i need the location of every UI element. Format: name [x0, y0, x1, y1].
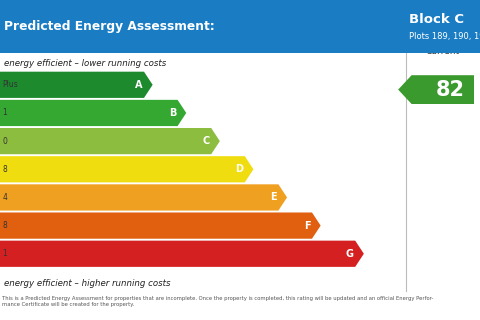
Text: 8: 8 — [2, 165, 7, 174]
Text: 1: 1 — [2, 249, 7, 258]
Text: F: F — [304, 220, 311, 231]
Text: Plus: Plus — [2, 80, 18, 89]
Text: C: C — [203, 136, 210, 146]
Polygon shape — [0, 156, 253, 182]
Text: energy efficient – higher running costs: energy efficient – higher running costs — [4, 279, 170, 288]
Text: E: E — [270, 192, 277, 203]
Text: 1: 1 — [2, 108, 7, 117]
Text: 82: 82 — [435, 80, 465, 100]
Text: A: A — [135, 80, 143, 90]
Text: B: B — [169, 108, 176, 118]
Text: G: G — [346, 249, 354, 259]
Polygon shape — [0, 212, 321, 239]
Text: Predicted Energy Assessment:: Predicted Energy Assessment: — [4, 20, 215, 33]
Text: This is a Predicted Energy Assessment for properties that are incomplete. Once t: This is a Predicted Energy Assessment fo… — [2, 296, 434, 301]
Polygon shape — [0, 72, 153, 98]
Text: Current: Current — [426, 47, 460, 56]
Text: 0: 0 — [2, 137, 7, 146]
Polygon shape — [398, 75, 474, 104]
Polygon shape — [0, 100, 186, 126]
Polygon shape — [0, 241, 364, 267]
Text: Block C: Block C — [409, 12, 465, 26]
Text: Plots 189, 190, 191 & 195: Plots 189, 190, 191 & 195 — [409, 32, 480, 42]
Bar — [0, 0, 480, 53]
Bar — [0, 53, 480, 320]
Text: 8: 8 — [2, 221, 7, 230]
Text: energy efficient – lower running costs: energy efficient – lower running costs — [4, 60, 166, 68]
Polygon shape — [0, 184, 287, 211]
Text: 4: 4 — [2, 193, 7, 202]
Polygon shape — [0, 128, 220, 154]
Text: D: D — [235, 164, 243, 174]
Text: mance Certificate will be created for the property.: mance Certificate will be created for th… — [2, 302, 135, 307]
